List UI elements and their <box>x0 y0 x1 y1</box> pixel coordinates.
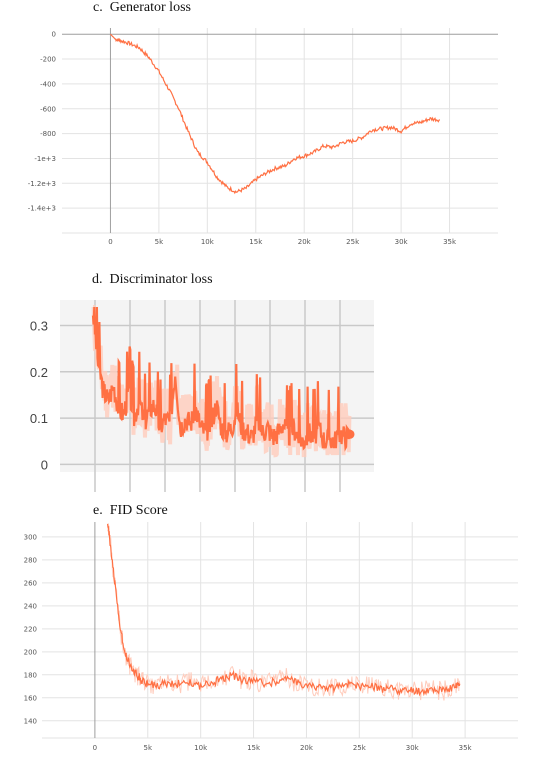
y-tick-label: 0.1 <box>30 411 48 426</box>
generator-loss-line <box>109 33 440 195</box>
fid-score-line <box>107 523 461 697</box>
y-tick-label: -800 <box>40 130 56 138</box>
x-tick-label: 30k <box>406 744 420 752</box>
x-tick-label: 5k <box>155 238 164 246</box>
x-tick-label: 35k <box>443 238 457 246</box>
x-tick-label: 10k <box>201 238 215 246</box>
panel-e-title-text: FID Score <box>109 503 168 518</box>
y-tick-label: 280 <box>24 556 37 564</box>
fid-score-plot: 0 5k 10k 15k 20k 25k 30k 35k 140 160 180 200 220 240 2… <box>24 522 518 752</box>
x-tick-label: 10k <box>194 744 208 752</box>
y-tick-label: -200 <box>40 56 56 64</box>
y-tick-label: -1.2e+3 <box>28 180 56 188</box>
panel-c-label: c. <box>93 0 103 15</box>
x-tick-label: 25k <box>346 238 360 246</box>
x-tick-label: 0 <box>93 744 97 752</box>
x-tick-label: 35k <box>459 744 473 752</box>
generator-loss-plot: 0 5k 10k 15k 20k 25k 30k 35k 0 -200 -400 -600 -800 -1… <box>28 28 498 246</box>
panel-e-label: e. <box>93 503 103 518</box>
fid-raw-line <box>107 523 461 701</box>
x-tick-label: 20k <box>300 744 314 752</box>
y-tick-label: 200 <box>24 648 37 656</box>
y-tick-label: -1e+3 <box>34 155 56 163</box>
x-tick-label: 20k <box>298 238 312 246</box>
discriminator-end-point <box>345 429 355 439</box>
x-tick-label: 5k <box>144 744 153 752</box>
x-tick-label: 25k <box>353 744 367 752</box>
y-tick-label: 160 <box>24 694 37 702</box>
y-tick-label: -1.4e+3 <box>28 205 56 213</box>
x-tick-label: 15k <box>247 744 261 752</box>
y-tick-label: -400 <box>40 80 56 88</box>
y-tick-label: 0 <box>41 457 48 472</box>
y-tick-label: -600 <box>40 105 56 113</box>
y-tick-label: 260 <box>24 579 37 587</box>
y-tick-label: 220 <box>24 625 37 633</box>
y-tick-label: 0.3 <box>30 319 48 334</box>
y-tick-label: 0 <box>52 31 56 39</box>
x-tick-label: 30k <box>395 238 409 246</box>
panel-d-title-text: Discriminator loss <box>109 272 213 287</box>
x-tick-label: 15k <box>249 238 263 246</box>
panel-c-title: c. Generator loss <box>93 0 191 16</box>
discriminator-loss-line <box>91 306 352 452</box>
y-tick-label: 140 <box>24 717 37 725</box>
x-tick-label: 0 <box>108 238 112 246</box>
y-tick-label: 0.2 <box>30 365 48 380</box>
panel-e-title: e. FID Score <box>93 503 168 519</box>
panel-d-label: d. <box>92 272 103 287</box>
panel-d-title: d. Discriminator loss <box>92 272 213 288</box>
y-tick-label: 240 <box>24 602 37 610</box>
y-tick-label: 180 <box>24 671 37 679</box>
y-tick-label: 300 <box>24 533 37 541</box>
discriminator-loss-plot: 0 0.1 0.2 0.3 <box>30 300 374 492</box>
panel-c-title-text: Generator loss <box>109 0 191 15</box>
